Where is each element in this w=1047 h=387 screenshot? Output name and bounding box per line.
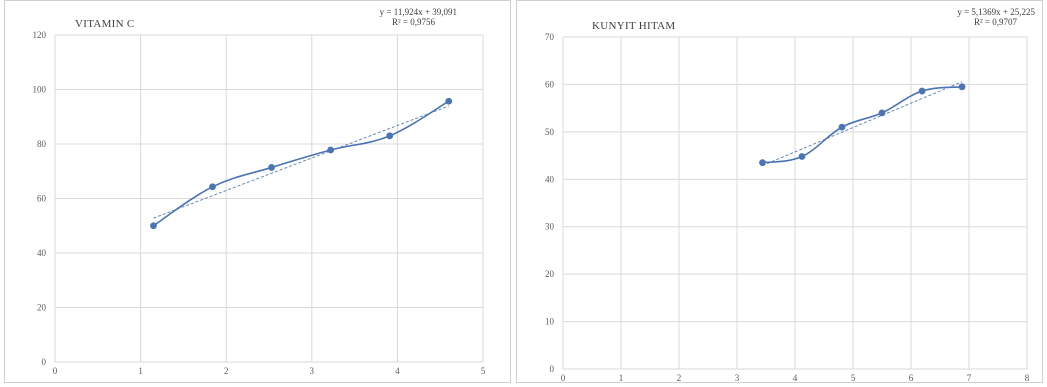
x-tick-label: 5 (481, 366, 486, 376)
data-point (958, 83, 966, 91)
data-point (878, 109, 886, 117)
y-tick-label: 40 (37, 248, 47, 258)
y-tick-label: 40 (545, 174, 555, 184)
x-tick-label: 7 (967, 373, 972, 382)
x-tick-label: 3 (735, 373, 740, 382)
data-point (268, 164, 275, 171)
data-point (838, 123, 846, 131)
data-point (209, 183, 216, 191)
x-tick-label: 2 (677, 373, 682, 382)
x-tick-label: 4 (793, 373, 798, 382)
trendline-r2: R² = 0,9707 (974, 17, 1018, 27)
x-tick-label: 1 (138, 366, 143, 376)
series-line (152, 100, 450, 227)
chart-title: VITAMIN C (75, 18, 135, 30)
trendline-equation: y = 5,1369x + 25,225 (957, 7, 1035, 17)
y-tick-label: 10 (545, 317, 555, 327)
y-tick-label: 100 (33, 85, 47, 95)
data-point (759, 159, 766, 167)
y-tick-label: 0 (42, 357, 47, 367)
data-point (798, 153, 806, 160)
y-tick-label: 70 (545, 32, 555, 42)
x-tick-label: 6 (909, 373, 914, 382)
trendline-equation: y = 11,924x + 39,091 (380, 7, 457, 17)
data-point (327, 146, 335, 154)
y-tick-label: 30 (545, 222, 555, 232)
y-tick-label: 120 (33, 30, 47, 40)
data-point (150, 222, 157, 230)
x-tick-label: 2 (224, 366, 229, 376)
y-tick-label: 50 (545, 127, 555, 137)
data-point (386, 132, 394, 140)
linear-trendline (762, 81, 963, 167)
data-point (445, 97, 453, 105)
chart-title: KUNYIT HITAM (592, 20, 675, 32)
x-tick-label: 4 (395, 366, 400, 376)
chart-vitamin-c: 0 20 40 60 80 100 120 0 1 2 3 4 5 VITAMIN C y = 11,9… (33, 7, 486, 376)
chart-panel-vitamin-c: 0 20 40 60 80 100 120 0 1 2 3 4 5 VITAMIN C y = 11,9… (4, 0, 511, 383)
y-tick-label: 60 (545, 79, 555, 89)
series-line (762, 86, 963, 164)
trendline-r2: R² = 0,9756 (392, 17, 436, 27)
y-tick-label: 20 (37, 303, 47, 313)
linear-trendline (153, 105, 449, 219)
y-tick-label: 0 (550, 364, 555, 374)
x-tick-label: 0 (561, 373, 566, 382)
x-tick-label: 0 (53, 366, 58, 376)
x-tick-label: 8 (1025, 373, 1030, 382)
chart-kunyit-hitam: 0 10 20 30 40 50 60 70 0 1 2 3 4 5 6 7 8 KUNYIT HITAM y … (545, 7, 1035, 382)
chart-panel-kunyit-hitam: 0 10 20 30 40 50 60 70 0 1 2 3 4 5 6 7 8 KUNYIT HITAM y … (516, 0, 1043, 383)
data-point (918, 87, 926, 95)
y-tick-label: 20 (545, 269, 555, 279)
y-tick-label: 80 (37, 139, 47, 149)
y-tick-label: 60 (37, 194, 47, 204)
x-tick-label: 5 (851, 373, 856, 382)
x-tick-label: 3 (310, 366, 315, 376)
x-tick-label: 1 (619, 373, 624, 382)
